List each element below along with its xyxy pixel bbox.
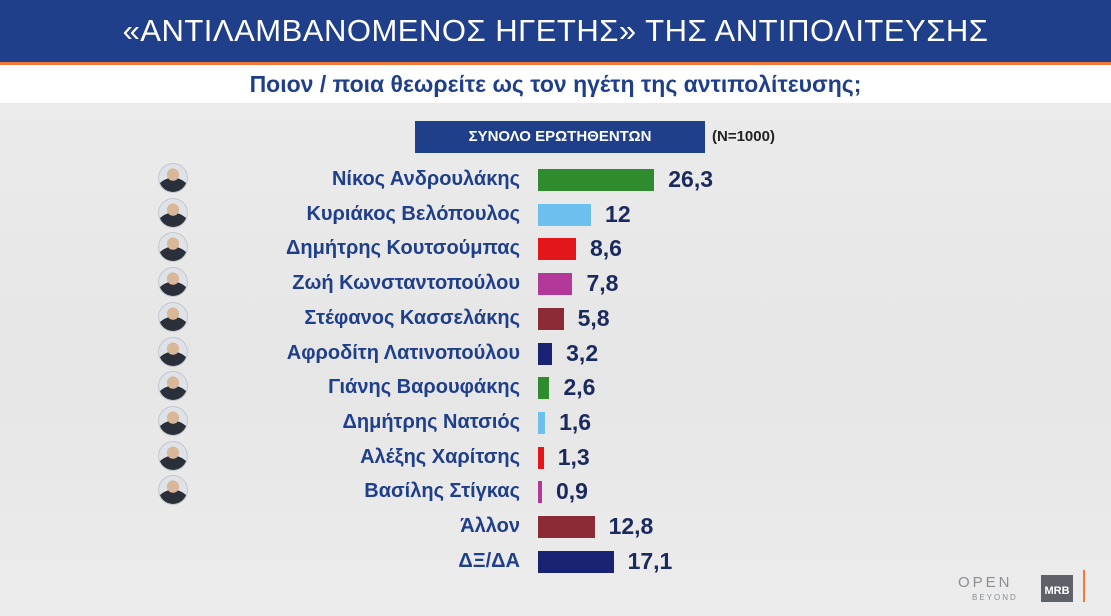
chart-row: Γιάνης Βαρουφάκης 2,6 [0, 370, 1111, 404]
candidate-photo [159, 476, 187, 505]
chart-row: ΔΞ/ΔΑ 17,1 [0, 544, 1111, 578]
category-label: Κυριάκος Βελόπουλος [306, 202, 520, 225]
chart-row: Στέφανος Κασσελάκης 5,8 [0, 301, 1111, 335]
bar [538, 307, 564, 330]
chart-row: Αλέξης Χαρίτσης 1,3 [0, 440, 1111, 474]
bar [538, 169, 655, 191]
candidate-photo [159, 268, 187, 297]
data-label: 7,8 [586, 270, 619, 297]
data-label: 17,1 [627, 547, 673, 574]
category-label: Γιάνης Βαρουφάκης [328, 376, 520, 399]
category-label: Δημήτρης Νατσιός [342, 410, 520, 433]
candidate-photo [159, 233, 187, 262]
candidate-photo [159, 372, 187, 401]
data-label: 8,6 [590, 235, 622, 262]
data-label: 26,3 [668, 166, 713, 192]
category-label: Βασίλης Στίγκας [364, 480, 520, 503]
bar [538, 411, 546, 434]
data-label: 12,8 [608, 513, 654, 539]
data-label: 2,6 [563, 374, 596, 401]
data-label: 12 [605, 200, 631, 227]
candidate-photo [159, 164, 187, 192]
bar [538, 273, 573, 296]
chart-row: Άλλον 12,8 [0, 509, 1111, 543]
bar [538, 481, 542, 504]
chart-row: Κυριάκος Βελόπουλος 12 [0, 197, 1111, 231]
mrb-logo: MRB [1041, 575, 1073, 602]
bar [538, 203, 592, 226]
category-label: ΔΞ/ΔΑ [458, 549, 520, 572]
category-label: Νίκος Ανδρουλάκης [331, 168, 520, 190]
series-header: ΣΥΝΟΛΟ ΕΡΩΤΗΘΕΝΤΩΝ [415, 121, 705, 153]
category-label: Αλέξης Χαρίτσης [360, 445, 520, 468]
chart-title: «ΑΝΤΙΛΑΜΒΑΝΟΜΕΝΟΣ ΗΓΕΤΗΣ» ΤΗΣ ΑΝΤΙΠΟΛΙΤΕ… [0, 0, 1111, 62]
category-label: Δημήτρης Κουτσούμπας [286, 237, 520, 260]
chart-row: Βασίλης Στίγκας 0,9 [0, 474, 1111, 508]
open-logo: OPEN [958, 574, 1013, 591]
bar [538, 238, 576, 261]
candidate-photo [159, 406, 187, 435]
candidate-photo [159, 337, 187, 366]
title-underline [0, 62, 1111, 65]
category-label: Άλλον [460, 515, 520, 537]
category-label: Ζωή Κωνσταντοπούλου [292, 272, 520, 295]
data-label: 1,6 [559, 408, 592, 435]
data-label: 3,2 [566, 339, 599, 366]
bar [538, 342, 553, 365]
candidate-photo [159, 302, 187, 331]
bar [538, 377, 550, 400]
sample-size-label: (Ν=1000) [712, 128, 775, 145]
chart-row: Ζωή Κωνσταντοπούλου 7,8 [0, 266, 1111, 300]
bar [538, 516, 595, 538]
bar [538, 446, 544, 469]
bar [538, 550, 614, 573]
candidate-photo [159, 441, 187, 470]
chart-row: Νίκος Ανδρουλάκης 26,3 [0, 162, 1111, 196]
chart-row: Δημήτρης Κουτσούμπας 8,6 [0, 231, 1111, 265]
category-label: Στέφανος Κασσελάκης [304, 306, 520, 329]
open-tagline: BEYOND [972, 593, 1018, 602]
data-label: 5,8 [577, 304, 610, 331]
chart-question: Ποιον / ποια θεωρείτε ως τον ηγέτη της α… [0, 65, 1111, 103]
data-label: 1,3 [557, 443, 590, 470]
candidate-photo [159, 198, 187, 227]
logo-divider [1083, 570, 1085, 602]
data-label: 0,9 [556, 478, 588, 505]
category-label: Αφροδίτη Λατινοπούλου [286, 341, 520, 364]
chart-row: Αφροδίτη Λατινοπούλου 3,2 [0, 336, 1111, 370]
chart-row: Δημήτρης Νατσιός 1,6 [0, 405, 1111, 439]
